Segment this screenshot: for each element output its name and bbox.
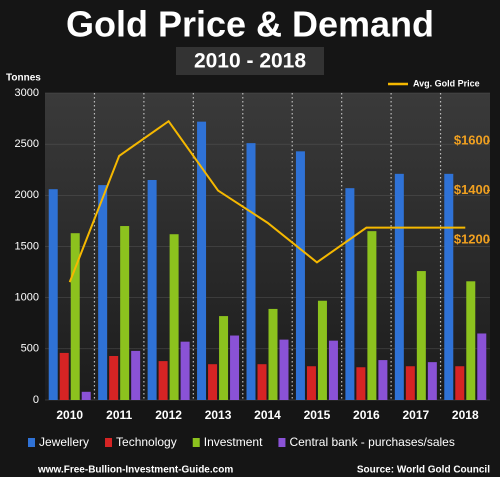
legend-label: Avg. Gold Price — [413, 78, 480, 88]
bar — [59, 352, 69, 400]
y2-tick-label: $1200 — [454, 232, 490, 247]
x-tick-label: 2010 — [56, 408, 83, 422]
bar — [98, 185, 108, 400]
x-tick-label: 2013 — [205, 408, 232, 422]
x-tick-label: 2016 — [353, 408, 380, 422]
legend-swatch — [28, 438, 35, 447]
bar — [356, 367, 366, 400]
bar — [477, 333, 487, 400]
y-tick-label: 3000 — [15, 87, 39, 99]
footer-left: www.Free-Bullion-Investment-Guide.com — [37, 465, 233, 476]
bar — [268, 308, 278, 400]
bar — [444, 173, 454, 400]
bar — [295, 151, 305, 400]
bar — [257, 364, 267, 400]
x-tick-label: 2018 — [452, 408, 479, 422]
y2-tick-label: $1400 — [454, 182, 490, 197]
y-tick-label: 500 — [21, 343, 39, 355]
bar — [416, 271, 426, 400]
bar — [180, 341, 190, 400]
bar — [306, 366, 316, 400]
legend-swatch — [278, 438, 286, 447]
legend-label: Jewellery — [39, 435, 89, 449]
x-tick-label: 2011 — [106, 408, 132, 422]
bar — [81, 391, 91, 400]
bar — [197, 121, 207, 401]
x-tick-label: 2015 — [304, 408, 331, 422]
price-line — [68, 119, 466, 283]
bar — [131, 350, 141, 400]
bar — [109, 355, 119, 400]
bar — [405, 366, 415, 400]
bar — [246, 143, 256, 401]
y-axis-label: Tonnes — [6, 73, 41, 84]
bar — [70, 233, 80, 400]
legend-swatch — [105, 438, 113, 447]
bar — [367, 231, 377, 400]
bar — [466, 281, 476, 400]
bar — [208, 364, 218, 400]
bar — [279, 339, 289, 400]
bar — [455, 366, 465, 400]
legend-label: Investment — [204, 435, 263, 449]
y-tick-label: 2500 — [15, 138, 39, 150]
y2-tick-label: $1600 — [454, 132, 490, 147]
bar — [158, 361, 168, 400]
y-tick-label: 2000 — [15, 189, 39, 201]
x-tick-label: 2012 — [155, 408, 182, 422]
bar — [219, 316, 229, 400]
bar — [328, 340, 338, 400]
chart-title: Gold Price & Demand — [66, 4, 434, 45]
y-tick-label: 0 — [33, 394, 39, 406]
legend-label: Central bank - purchases/sales — [289, 435, 454, 449]
x-tick-label: 2014 — [254, 408, 281, 422]
bar — [48, 189, 58, 400]
bar — [317, 300, 327, 400]
footer-right: Source: World Gold Council — [357, 465, 490, 476]
bar — [147, 179, 157, 400]
bar — [378, 360, 388, 400]
subtitle-box — [176, 47, 324, 75]
bar — [120, 226, 130, 400]
x-tick-label: 2017 — [402, 408, 429, 422]
bar — [427, 362, 437, 400]
bar — [345, 188, 355, 400]
chart-subtitle: 2010 - 2018 — [194, 50, 306, 73]
bar — [394, 173, 404, 400]
y-tick-label: 1000 — [15, 292, 39, 304]
legend-label: Technology — [116, 435, 177, 449]
legend-swatch — [192, 438, 200, 447]
y-tick-label: 1500 — [15, 240, 39, 252]
bar — [230, 335, 240, 400]
bar — [169, 234, 179, 400]
